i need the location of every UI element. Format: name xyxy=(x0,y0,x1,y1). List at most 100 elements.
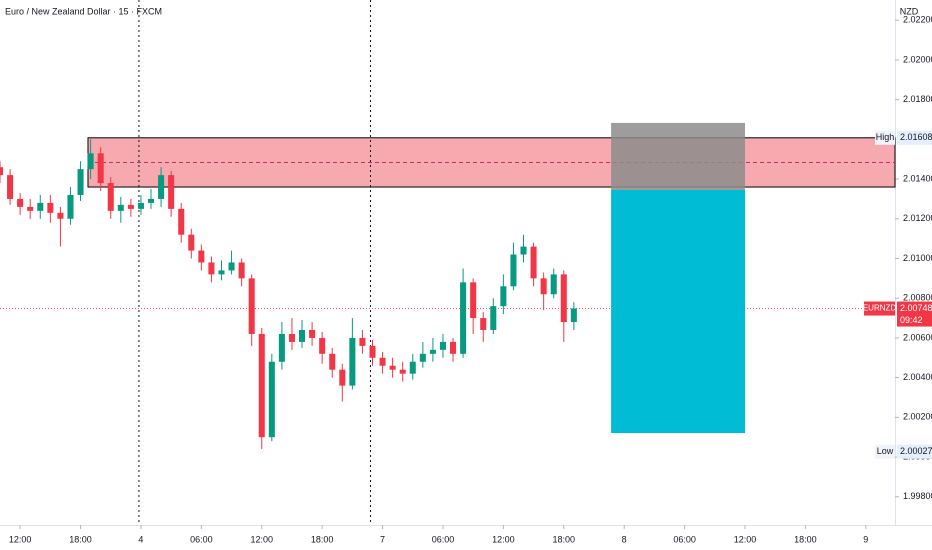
x-tick-label: 4 xyxy=(138,534,143,544)
candle-body xyxy=(278,333,285,362)
candle-body xyxy=(490,306,497,330)
stop-zone xyxy=(611,122,745,191)
candle-body xyxy=(218,270,225,275)
y-tick-label: 2.01400 xyxy=(903,173,932,183)
candle-body xyxy=(530,246,537,279)
symbol-badge xyxy=(864,301,895,316)
x-tick-label: 12:00 xyxy=(734,534,757,544)
x-tick-label: 12:00 xyxy=(492,534,515,544)
candle-body xyxy=(409,361,416,374)
x-tick-label: 12:00 xyxy=(9,534,32,544)
y-tick-label: 2.01800 xyxy=(903,94,932,104)
candle-body xyxy=(439,341,446,350)
candle-body xyxy=(288,333,295,342)
last-price-badge xyxy=(897,301,932,327)
candle-body xyxy=(27,206,34,211)
countdown: 09:42 xyxy=(900,315,923,325)
marker-label-bg xyxy=(875,444,895,459)
x-tick-label: 06:00 xyxy=(190,534,213,544)
candle-body xyxy=(570,308,577,323)
candle-body xyxy=(57,212,64,219)
candle-body xyxy=(379,357,386,366)
candle-body xyxy=(389,365,396,370)
marker-value: 2.00027 xyxy=(900,446,932,456)
candle-body xyxy=(359,337,366,346)
candle-body xyxy=(399,369,406,374)
x-tick-label: 18:00 xyxy=(311,534,334,544)
candle-body xyxy=(228,262,235,271)
candle-body xyxy=(419,353,426,362)
candle-body xyxy=(47,202,54,213)
candle-body xyxy=(117,204,124,211)
marker-value-bg xyxy=(897,130,932,145)
y-tick-label: 1.99800 xyxy=(903,491,932,501)
candle-body xyxy=(520,246,527,255)
candle-body xyxy=(127,204,134,209)
candle-body xyxy=(87,153,94,170)
y-tick-label: 2.01000 xyxy=(903,253,932,263)
candle-body xyxy=(510,254,517,287)
x-tick-label: 9 xyxy=(863,534,868,544)
x-tick-label: 18:00 xyxy=(553,534,576,544)
candle-body xyxy=(560,274,567,323)
candle-body xyxy=(450,341,457,354)
y-tick-label: 2.00400 xyxy=(903,372,932,382)
candle-body xyxy=(137,202,144,209)
marker-value-bg xyxy=(897,444,932,459)
candle-body xyxy=(147,198,155,203)
marker-label-bg xyxy=(875,130,895,145)
candle-body xyxy=(198,250,205,263)
last-price-value: 2.00748 xyxy=(900,303,932,313)
candle-body xyxy=(37,202,44,211)
candle-body xyxy=(168,175,175,209)
marker-label: High xyxy=(876,132,895,142)
target-zone xyxy=(611,190,745,434)
x-tick-label: 06:00 xyxy=(673,534,696,544)
candle-body xyxy=(0,167,4,176)
currency-label: NZD xyxy=(900,6,919,16)
x-tick-label: 18:00 xyxy=(69,534,92,544)
candle-body xyxy=(238,262,245,279)
candle-body xyxy=(329,353,336,370)
candle-body xyxy=(17,198,24,207)
candle-body xyxy=(208,262,215,275)
candle-body xyxy=(429,349,436,354)
candle-body xyxy=(550,274,557,295)
y-tick-label: 2.00800 xyxy=(903,293,932,303)
candle-body xyxy=(470,282,477,319)
candle-body xyxy=(268,361,275,438)
candle-body xyxy=(248,278,255,334)
candle-body xyxy=(67,194,74,219)
symbol-label: EURNZD xyxy=(863,304,897,313)
candle-body xyxy=(178,208,185,235)
x-tick-label: 7 xyxy=(380,534,385,544)
candle-body xyxy=(540,278,547,295)
candle-body xyxy=(299,329,306,342)
candle-body xyxy=(97,153,104,184)
candle-body xyxy=(158,175,165,199)
y-tick-label: 2.00200 xyxy=(903,412,932,422)
candle-body xyxy=(258,333,265,438)
candle-body xyxy=(369,345,376,358)
y-tick-label: 2.02200 xyxy=(903,15,932,25)
marker-value: 2.01608 xyxy=(900,132,932,142)
candle-body xyxy=(7,175,14,199)
candle-body xyxy=(349,337,356,386)
chart-title: Euro / New Zealand Dollar · 15 · FXCM xyxy=(5,6,162,16)
candle-body xyxy=(107,183,114,211)
x-tick-label: 8 xyxy=(622,534,627,544)
candle-body xyxy=(188,234,195,251)
y-tick-label: 2.00600 xyxy=(903,332,932,342)
candle-body xyxy=(319,337,326,354)
y-tick-label: 2.01200 xyxy=(903,213,932,223)
marker-label: Low xyxy=(877,446,894,456)
x-tick-label: 06:00 xyxy=(432,534,455,544)
candle-body xyxy=(309,329,316,338)
candle-body xyxy=(500,286,507,307)
y-tick-label: 2.02000 xyxy=(903,54,932,64)
candle-body xyxy=(460,282,467,354)
candle-body xyxy=(77,169,84,195)
candle-body xyxy=(339,369,346,386)
